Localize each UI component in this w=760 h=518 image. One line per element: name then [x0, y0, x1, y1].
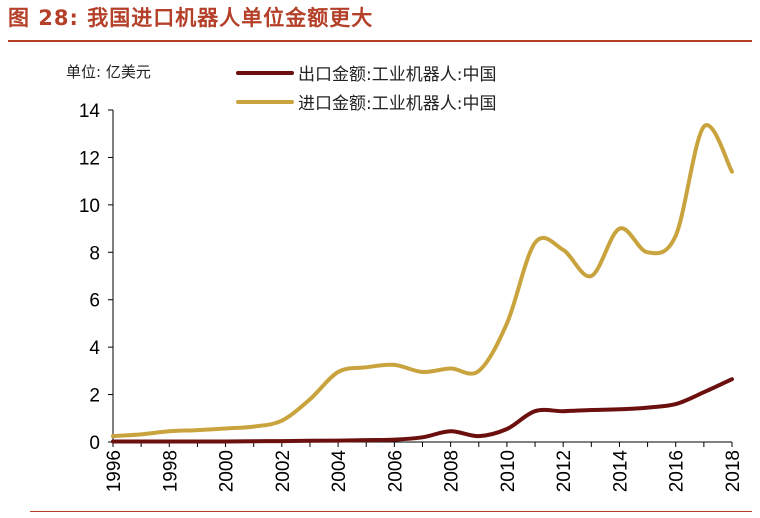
- legend-item-import: 进口金额:工业机器人:中国: [236, 87, 496, 116]
- y-tick-label: 14: [79, 101, 101, 122]
- x-tick-label: 2006: [385, 450, 406, 492]
- y-tick-label: 2: [89, 386, 100, 407]
- legend-item-export: 出口金额:工业机器人:中国: [236, 58, 496, 87]
- figure-title: 图 28: 我国进口机器人单位金额更大: [8, 6, 374, 30]
- y-tick-label: 12: [79, 148, 100, 169]
- chart-legend: 出口金额:工业机器人:中国 进口金额:工业机器人:中国: [236, 58, 496, 116]
- x-tick-label: 2008: [442, 450, 463, 492]
- x-tick-label: 2018: [723, 450, 744, 492]
- y-tick-label: 6: [89, 291, 100, 312]
- x-tick-label: 2012: [554, 450, 575, 492]
- series-line-export: [111, 377, 734, 444]
- y-tick-label: 8: [89, 243, 100, 264]
- x-tick-label: 1998: [160, 450, 181, 492]
- y-tick-label: 4: [89, 338, 100, 359]
- unit-label: 单位: 亿美元: [66, 63, 151, 81]
- title-underline: [8, 40, 752, 42]
- x-tick-label: 2002: [273, 450, 294, 492]
- series-line-import: [111, 123, 734, 439]
- x-tick-label: 2000: [217, 450, 238, 492]
- x-tick-label: 1996: [104, 450, 125, 492]
- x-tick-label: 2010: [498, 450, 519, 492]
- y-tick-label: 10: [79, 196, 100, 217]
- legend-label-export: 出口金额:工业机器人:中国: [298, 65, 497, 85]
- legend-swatch-import: [236, 99, 294, 104]
- x-tick-label: 2016: [667, 450, 688, 492]
- legend-swatch-export: [236, 70, 294, 75]
- x-tick-label: 2004: [329, 450, 350, 493]
- bottom-rule: [30, 511, 752, 512]
- x-tick-label: 2014: [610, 450, 631, 493]
- y-tick-label: 0: [89, 433, 100, 454]
- legend-label-import: 进口金额:工业机器人:中国: [298, 94, 497, 114]
